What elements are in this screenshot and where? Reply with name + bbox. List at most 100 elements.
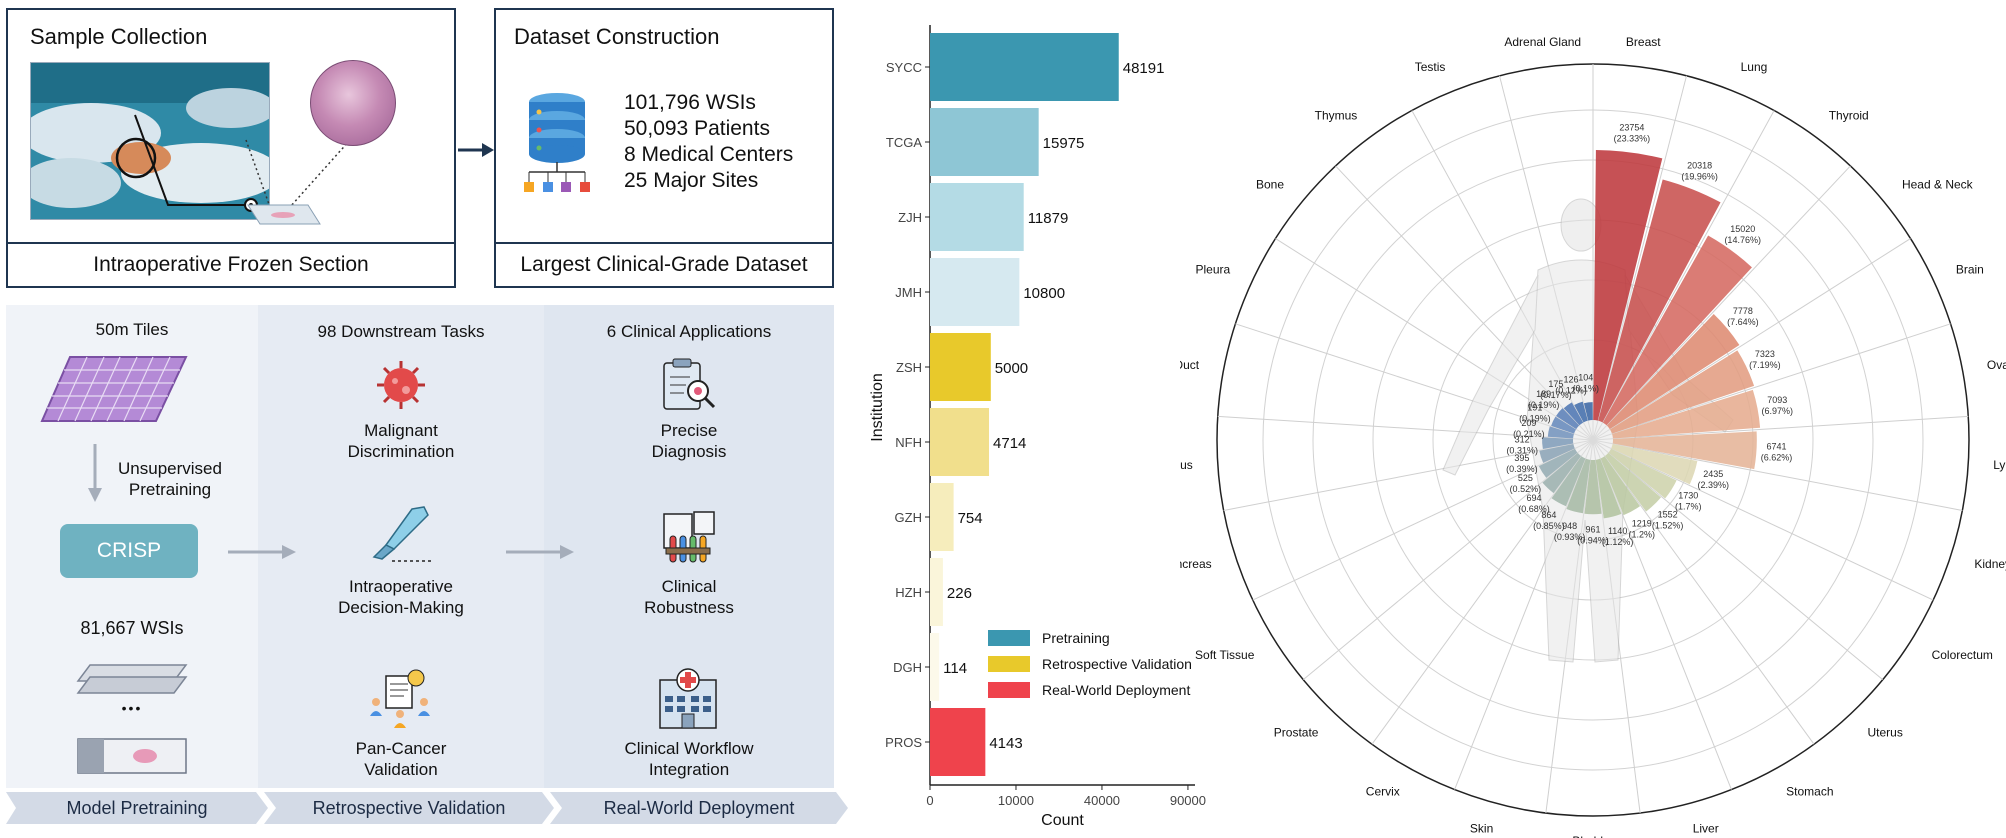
flow-arrow [458,143,494,157]
app-robustness-line2: Robustness [644,598,734,617]
radial-percent-label: (1.7%) [1675,501,1702,511]
radial-category-label: Colorectum [1932,648,1993,662]
y-tick-label: NFH [895,435,922,450]
bar-value-label: 48191 [1123,60,1165,77]
bar-value-label: 5000 [995,360,1028,377]
tiles-grid-icon [40,356,188,422]
radial-value-label: 7778 [1733,306,1753,316]
radial-bar-thyroid [1602,235,1752,426]
legend-swatch [988,656,1030,672]
x-axis-label: Count [1041,812,1084,829]
pretraining-label: Unsupervised Pretraining [108,458,232,500]
x-tick-label: 40000 [1084,793,1120,808]
radial-bar-testis [1574,401,1588,423]
bar-value-label: 10800 [1023,285,1065,302]
connector-lines [134,114,351,225]
radial-percent-label: (0.19%) [1519,414,1551,424]
radial-bar-brain [1609,350,1755,434]
radial-percent-label: (0.52%) [1510,484,1542,494]
bar-jmh [930,258,1020,326]
bar-sycc [930,33,1119,101]
radial-bar-prostate [1542,452,1582,494]
radial-bar-colorectum [1608,448,1677,499]
grid-spoke [1592,439,1884,681]
radial-percent-label: (7.19%) [1749,360,1781,370]
sample-collection-title: Sample Collection [30,24,208,49]
app-precise-line1: Precise [660,421,718,440]
app-workflow-integration: Clinical Workflow Integration [544,738,834,780]
radial-percent-label: (0.68%) [1518,504,1550,514]
radial-category-label: Skin [1470,821,1493,835]
grid-spoke [1592,439,1963,511]
site-radial-chart: 23754(23.33%) Breast 20318(19.96%) Lung 1502… [1180,35,2006,838]
radial-percent-label: (1.52%) [1652,520,1684,530]
radial-bar-ovary [1612,389,1761,439]
bar-hzh [930,558,943,626]
task-malignant-line2: Discrimination [347,442,455,461]
bar-gzh [930,483,954,551]
tiles-label: 50m Tiles [95,320,169,339]
radial-category-label: Testis [1415,60,1446,74]
radial-value-label: 1219 [1632,519,1652,529]
radial-value-label: 6741 [1766,442,1786,452]
radial-bar-esophagus [1542,437,1574,450]
stat-wsis: 101,796 WSIs [624,91,756,114]
radial-category-label: Bile Duct [1180,358,1200,372]
legend-label: Real-World Deployment [1042,682,1190,698]
app-workflow-line2: Integration [648,760,730,779]
scalpel-icon [372,506,434,562]
y-tick-label: SYCC [886,60,922,75]
bar-zsh [930,333,991,401]
radial-percent-label: (0.21%) [1513,429,1545,439]
bar-value-label: 11879 [1028,210,1069,227]
app-precise-line2: Diagnosis [651,442,727,461]
radial-bar-pancreas [1539,443,1575,463]
task-pan-cancer-line2: Validation [364,760,438,779]
radial-category-label: Lymph Node [1993,458,2006,472]
pretraining-label-line2: Pretraining [128,480,212,499]
radial-bar-cervix [1551,456,1586,507]
grid-spoke [1592,238,1911,441]
radial-value-label: 175 [1548,379,1563,389]
downstream-title: 98 Downstream Tasks [317,322,485,341]
radial-category-label: Ovary [1987,358,2006,372]
radial-percent-label: (0.12%) [1555,386,1587,396]
radial-value-label: 7093 [1767,395,1787,405]
grid-spoke [1592,439,1934,601]
radial-category-label: Soft Tissue [1195,648,1255,662]
legend-label: Retrospective Validation [1042,656,1192,672]
radial-value-label: 1552 [1658,509,1678,519]
radial-value-label: 312 [1515,434,1530,444]
slide-stack-icon [76,664,188,694]
x-tick-label: 10000 [998,793,1034,808]
crisp-model-box: CRISP [60,524,198,578]
radial-bar-stomach [1600,456,1641,516]
lab-tubes-icon [663,511,715,563]
arrow-to-validation [228,545,296,559]
surgery-photo [30,62,270,220]
clipboard-team-icon [370,669,430,728]
bar-nfh [930,408,990,476]
radial-value-label: 23754 [1619,122,1644,132]
y-tick-label: ZSH [896,360,922,375]
dataset-construction-panel: Dataset Construction 101,796 WSIs 50,093… [494,8,834,288]
radial-category-label: Pancreas [1180,557,1212,571]
institution-bar-chart: SYCC 48191 TCGA 15975 ZJH 11879 JMH 10800 ZSH 500… [869,25,1206,829]
radial-bar-bile-duct [1547,426,1574,439]
sample-collection-panel: Sample Collection Intraoperative Frozen … [6,8,456,288]
radial-value-label: 948 [1562,521,1577,531]
virus-icon [377,361,425,409]
radial-percent-label: (2.39%) [1697,480,1729,490]
y-tick-label: ZJH [898,210,922,225]
radial-percent-label: (1.12%) [1602,537,1634,547]
radial-value-label: 1730 [1678,490,1698,500]
app-workflow-line1: Clinical Workflow [624,739,754,758]
radial-percent-label: (1.2%) [1628,530,1655,540]
grid-spoke [1592,323,1951,441]
radial-value-label: 1140 [1608,526,1627,536]
dataset-construction-title: Dataset Construction [514,24,720,49]
radial-bar-liver [1595,458,1622,519]
radial-value-label: 104 [1578,373,1593,383]
app-precise-diagnosis: Precise Diagnosis [544,420,834,462]
app-clinical-robustness: Clinical Robustness [544,576,834,618]
